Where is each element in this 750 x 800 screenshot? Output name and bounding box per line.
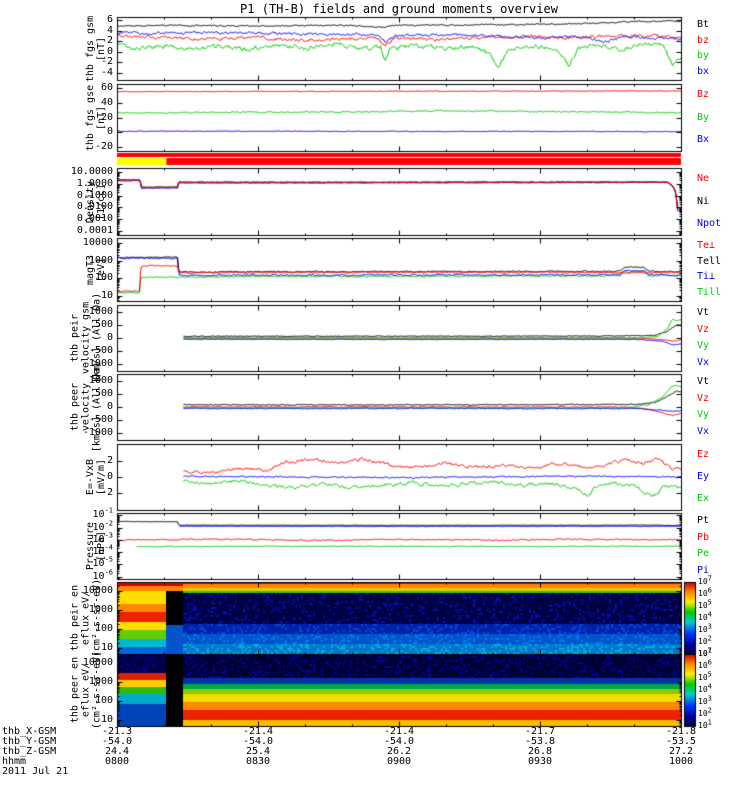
page-title: P1 (TH-B) fields and ground moments over… [240, 2, 558, 16]
